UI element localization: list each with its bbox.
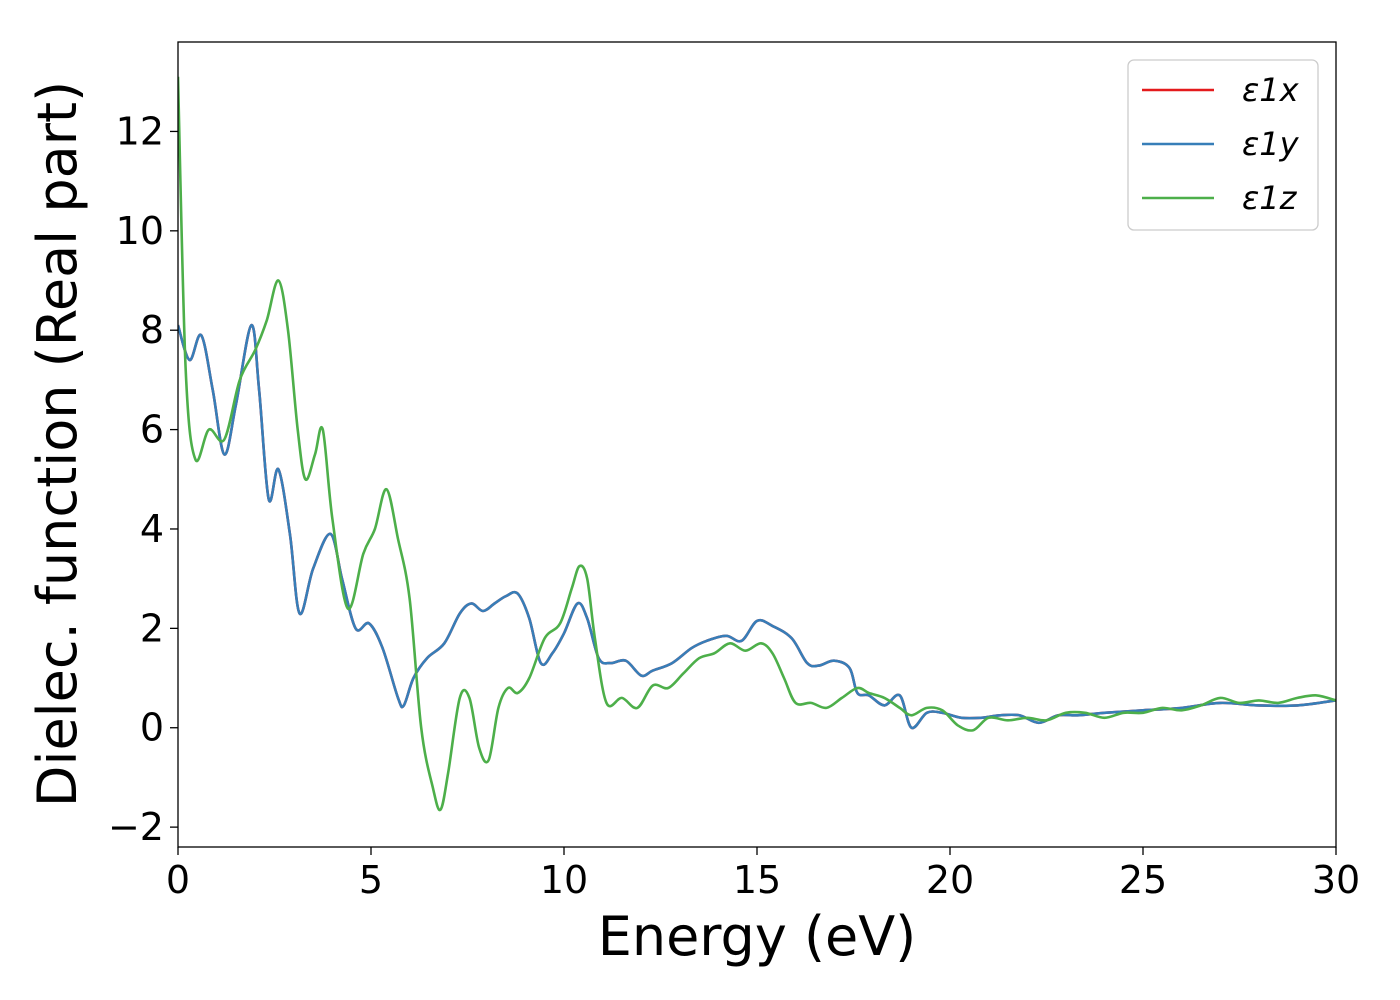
- legend-label-2: ε1y: [1242, 125, 1300, 163]
- series-line-2: [178, 323, 1336, 730]
- legend-label-1: ε1x: [1242, 71, 1300, 109]
- legend-box: [1127, 59, 1319, 231]
- y-tick-label: 2: [140, 606, 164, 650]
- y-tick-label: −2: [108, 805, 164, 849]
- legend: ε1x ε1y ε1z: [1127, 59, 1319, 231]
- y-axis-title: Dielec. function (Real part): [26, 81, 89, 807]
- y-tick-label: 10: [116, 209, 164, 253]
- series-line-1: [178, 323, 1336, 730]
- y-tick-label: 0: [140, 706, 164, 750]
- y-tick-label: 4: [140, 507, 164, 551]
- x-tick-label: 10: [540, 858, 588, 902]
- series-lines: [178, 76, 1336, 812]
- y-tick-label: 12: [116, 109, 164, 153]
- x-tick-label: 30: [1312, 858, 1360, 902]
- x-tick-label: 25: [1119, 858, 1167, 902]
- y-tick-label: 6: [140, 408, 164, 452]
- x-tick-label: 15: [733, 858, 781, 902]
- x-tick-label: 5: [359, 858, 383, 902]
- series-line-3: [178, 76, 1336, 812]
- y-tick-label: 8: [140, 308, 164, 352]
- x-axis-title: Energy (eV): [598, 905, 917, 968]
- legend-label-3: ε1z: [1242, 179, 1298, 217]
- legend-entries: ε1x ε1y ε1z: [1142, 71, 1300, 217]
- x-tick-label: 0: [166, 858, 190, 902]
- x-tick-label: 20: [926, 858, 974, 902]
